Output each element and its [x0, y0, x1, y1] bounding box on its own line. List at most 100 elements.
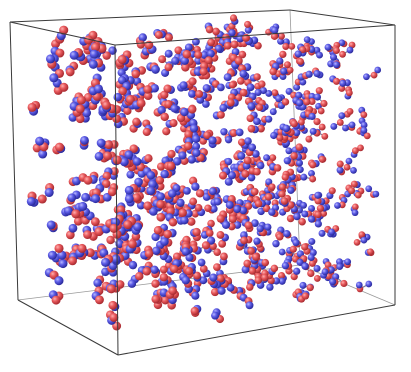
atom [283, 125, 291, 133]
atom [300, 174, 307, 181]
atom [301, 243, 308, 250]
atom [227, 99, 235, 107]
atom [211, 312, 219, 320]
molecule [351, 203, 359, 216]
simulation-view [0, 0, 411, 372]
atom [188, 105, 196, 113]
molecule [353, 188, 364, 199]
atom [363, 73, 370, 80]
atom [109, 313, 118, 322]
atom [290, 120, 298, 128]
atom [337, 119, 344, 126]
molecule [217, 231, 229, 248]
molecule [365, 185, 379, 198]
atom [209, 274, 217, 282]
molecule [52, 143, 65, 155]
atom [229, 215, 237, 223]
atom [158, 55, 166, 63]
atom [293, 268, 300, 275]
atom [188, 90, 196, 98]
atom [360, 111, 367, 118]
atom [248, 144, 256, 152]
atom [118, 55, 127, 64]
atom [264, 223, 271, 230]
molecule [129, 118, 141, 133]
atom [154, 226, 162, 234]
atom [188, 77, 196, 85]
molecule [356, 281, 372, 293]
atom [83, 230, 92, 239]
atom [356, 282, 363, 289]
atom [290, 152, 297, 159]
atom [319, 156, 326, 163]
atom [340, 280, 347, 287]
atom [104, 140, 113, 149]
atom [151, 65, 160, 74]
atom [367, 248, 374, 255]
atom [309, 260, 316, 267]
atom [238, 138, 246, 146]
molecules [27, 14, 381, 330]
atom [297, 58, 304, 65]
atom [168, 189, 177, 198]
atom [164, 63, 172, 71]
atom [208, 136, 216, 144]
atom [288, 43, 295, 50]
atom [195, 90, 203, 98]
atom [310, 128, 317, 135]
atom [113, 155, 122, 164]
molecule [330, 119, 349, 131]
atom [52, 296, 61, 305]
atom [165, 50, 173, 58]
atom [128, 279, 136, 287]
atom [202, 241, 210, 249]
atom [313, 70, 320, 77]
atom [160, 237, 169, 246]
atom [282, 174, 289, 181]
atom [143, 85, 152, 94]
atom [344, 164, 351, 171]
molecule [189, 177, 204, 198]
atom [128, 239, 137, 248]
atom [90, 50, 99, 59]
atom [337, 161, 344, 168]
atom [89, 60, 98, 69]
molecule [211, 308, 224, 323]
atom [309, 161, 316, 168]
atom [58, 259, 67, 268]
atom [233, 205, 241, 213]
atom [184, 130, 192, 138]
atom [269, 183, 276, 190]
atom [339, 80, 346, 87]
atom [280, 68, 287, 75]
atom [275, 95, 282, 102]
atom [46, 54, 55, 63]
molecule [84, 172, 99, 185]
atom [137, 99, 146, 108]
molecule [246, 279, 255, 291]
atom [308, 254, 315, 261]
atom [183, 50, 191, 58]
molecule [244, 21, 253, 34]
box-edge [290, 10, 395, 25]
molecule [150, 266, 160, 278]
atom [316, 87, 323, 94]
atom [156, 200, 165, 209]
atom [300, 202, 307, 209]
atom [282, 262, 289, 269]
atom [303, 98, 310, 105]
atom [101, 258, 110, 267]
atom [329, 187, 336, 194]
molecule [205, 23, 220, 36]
atom [143, 267, 151, 275]
atom [325, 44, 332, 51]
atom [133, 157, 142, 166]
molecule [228, 128, 243, 137]
molecule [269, 163, 282, 175]
box-edge [10, 10, 290, 22]
atom [107, 284, 116, 293]
atom [239, 70, 247, 78]
atom [214, 198, 222, 206]
atom [365, 185, 372, 192]
atom [320, 100, 327, 107]
